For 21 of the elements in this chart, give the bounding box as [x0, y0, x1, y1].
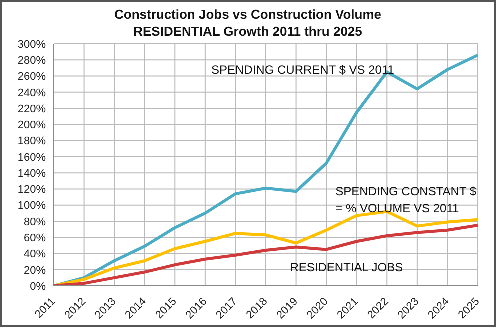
y-tick-label: 120% — [18, 184, 46, 196]
y-tick-label: 140% — [18, 168, 46, 180]
y-tick-label: 240% — [18, 87, 46, 100]
series-label: SPENDING CURRENT $ VS 2011 — [211, 62, 395, 77]
chart-title: Construction Jobs vs Construction Volume — [113, 6, 382, 23]
y-tick-label: 60% — [24, 232, 46, 245]
y-tick-label: 100% — [18, 200, 46, 212]
y-tick-label: 160% — [18, 152, 46, 164]
series-label: RESIDENTIAL JOBS — [290, 260, 404, 274]
y-tick-label: 20% — [24, 264, 46, 277]
y-tick-label: 260% — [18, 71, 46, 84]
y-tick-label: 40% — [24, 248, 46, 261]
series-label: SPENDING CONSTANT $ = % VOLUME VS 2011 — [336, 184, 477, 216]
y-tick-label: 280% — [18, 55, 46, 68]
y-tick-label: 200% — [18, 120, 46, 132]
y-tick-label: 180% — [18, 136, 46, 148]
y-tick-label: 80% — [24, 216, 46, 228]
y-tick-label: 300% — [18, 38, 46, 51]
chart-subtitle: RESIDENTIAL Growth 2011 thru 2025 — [132, 23, 364, 40]
y-tick-label: 220% — [18, 103, 46, 116]
y-tick-label: 0% — [30, 280, 46, 293]
